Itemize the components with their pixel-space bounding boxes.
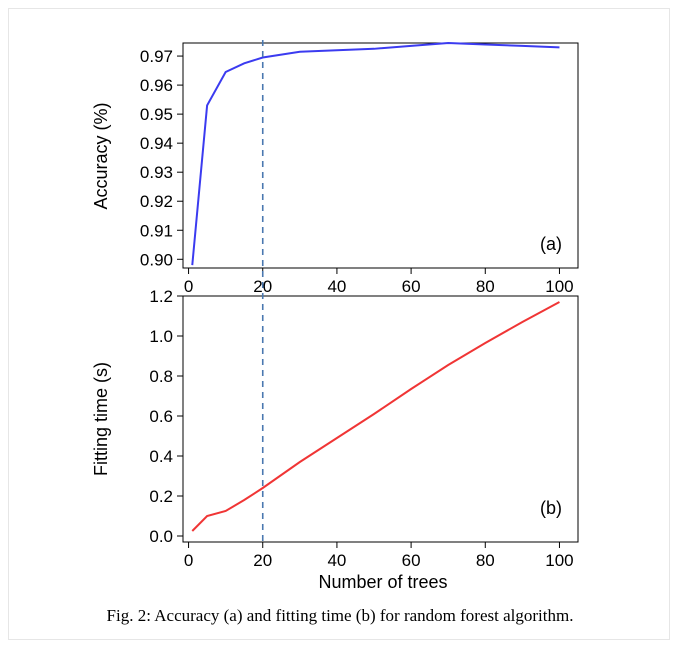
y-tick-label: 0.94 [140,134,173,153]
figure-frame [8,8,670,640]
y-tick-label: 0.90 [140,250,173,269]
y-tick-label: 0.93 [140,163,173,182]
x-tick-label: 60 [402,551,421,570]
y-tick-label: 0.4 [149,447,173,466]
y-axis-label: Fitting time (s) [91,362,111,476]
fitting-time-series-line [191,301,560,532]
x-tick-label: 60 [402,277,421,296]
y-axis-label: Accuracy (%) [91,102,111,209]
x-tick-label: 0 [184,551,193,570]
y-axis-ticks: 0.0 0.2 0.4 0.6 0.8 1.0 1.2 [149,287,183,546]
accuracy-series-line [191,41,560,266]
y-tick-label: 0.0 [149,527,173,546]
x-tick-label: 20 [253,551,272,570]
fitting-time-chart: 0.0 0.2 0.4 0.6 0.8 1.0 1.2 0 20 40 60 80 100 Fitti… [91,287,579,592]
y-tick-label: 0.95 [140,105,173,124]
x-tick-label: 100 [545,551,573,570]
y-tick-label: 0.91 [140,221,173,240]
panel-label: (b) [540,498,562,518]
panel-label: (a) [540,234,562,254]
x-tick-label: 100 [545,277,573,296]
x-tick-label: 0 [184,277,193,296]
y-tick-label: 0.6 [149,407,173,426]
x-axis-label: Number of trees [318,572,447,592]
y-tick-label: 0.97 [140,47,173,66]
y-tick-label: 1.0 [149,327,173,346]
x-tick-label: 80 [476,551,495,570]
y-tick-label: 0.8 [149,367,173,386]
y-tick-label: 1.2 [149,287,173,306]
accuracy-chart: 0.900.910.920.930.940.950.960.97 0 20 40 60… [91,41,579,296]
x-tick-label: 40 [327,551,346,570]
figure-charts: 0.90 0.91 0.92 0.93 0.94 0.95 0.96 0.97 0 20 40 60… [91,40,579,592]
plot-area-frame [182,42,579,269]
x-axis-ticks: 0 20 40 60 80 100 [184,268,574,296]
x-axis-ticks: 0 20 40 60 80 100 [184,542,574,570]
x-tick-label: 40 [327,277,346,296]
figure-caption: Fig. 2: Accuracy (a) and fitting time (b… [106,606,574,625]
y-tick-label: 0.92 [140,192,173,211]
y-tick-label: 0.2 [149,487,173,506]
plot-area-frame [182,295,579,543]
x-tick-label: 80 [476,277,495,296]
y-axis-ticks: 0.90 0.91 0.92 0.93 0.94 0.95 0.96 0.97 [140,47,183,269]
y-tick-label: 0.96 [140,76,173,95]
